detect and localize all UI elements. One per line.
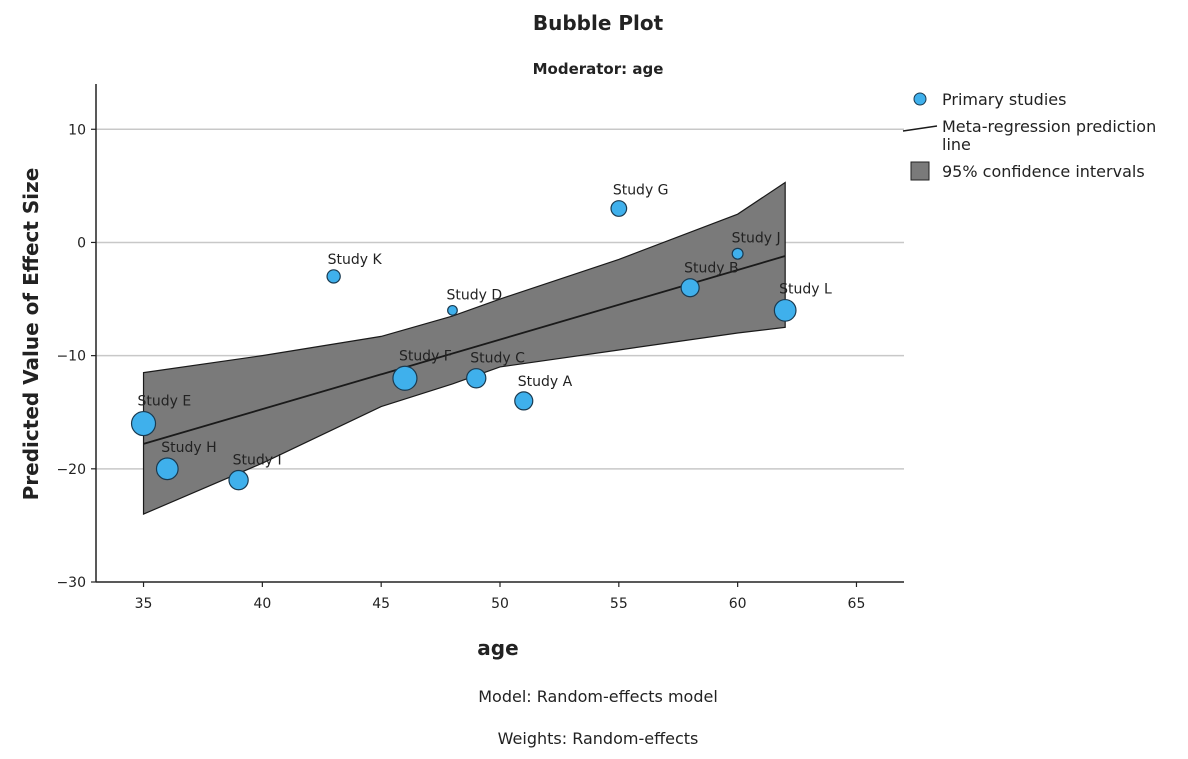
y-tick-label: −20 — [56, 462, 86, 478]
bubble-point — [155, 457, 179, 481]
legend-line-label: Meta-regression prediction line — [942, 117, 1161, 154]
bubble-point — [392, 365, 418, 391]
bubble-point — [466, 368, 487, 389]
footnote-model: Model: Random-effects model — [478, 687, 718, 706]
point-label: Study L — [779, 282, 832, 298]
bubble-point — [326, 269, 341, 284]
bubble-point — [130, 410, 157, 437]
point-label: Study G — [613, 183, 669, 199]
y-tick-label: −30 — [56, 575, 86, 591]
point-label: Study E — [138, 394, 192, 410]
point-label: Study F — [399, 348, 452, 364]
footnote-weights: Weights: Random-effects — [498, 729, 699, 748]
confidence-band — [142, 181, 786, 516]
bubble-point — [680, 278, 700, 298]
point-label: Study K — [328, 252, 383, 268]
x-tick-label: 50 — [491, 596, 509, 612]
axes: 35 40 45 50 55 60 65 −30 −20 −10 0 10 — [56, 84, 904, 612]
x-tick-label: 55 — [610, 596, 628, 612]
regression-line-layer — [143, 255, 786, 445]
legend-points-label: Primary studies — [942, 90, 1066, 109]
legend-bubble-icon — [913, 92, 927, 106]
y-tick-label: −10 — [56, 349, 86, 365]
legend-line-icon — [902, 125, 938, 132]
points-layer: Study E Study H Study I Study K Study F Study… — [130, 183, 832, 491]
bubble-point — [731, 247, 744, 260]
regression-line — [143, 255, 786, 445]
x-tick-label: 60 — [729, 596, 747, 612]
x-tick-label: 35 — [135, 596, 153, 612]
point-label: Study H — [161, 440, 216, 456]
point-label: Study A — [518, 374, 573, 390]
y-tick-label: 10 — [68, 122, 86, 138]
point-label: Study B — [684, 261, 738, 277]
y-tick-label: 0 — [77, 235, 86, 251]
bubble-point — [447, 304, 458, 316]
x-axis-label: age — [477, 636, 518, 660]
y-axis-label: Predicted Value of Effect Size — [19, 168, 43, 501]
confidence-band-layer — [142, 181, 786, 516]
point-label: Study I — [233, 453, 282, 469]
x-tick-label: 65 — [848, 596, 866, 612]
chart-subtitle: Moderator: age — [533, 60, 664, 78]
point-label: Study C — [470, 351, 525, 367]
chart-title: Bubble Plot — [533, 11, 664, 35]
bubble-point — [228, 469, 249, 491]
x-tick-label: 40 — [253, 596, 271, 612]
legend-band-icon — [910, 161, 930, 181]
point-label: Study J — [732, 230, 781, 246]
gridlines — [96, 128, 904, 470]
bubble-point — [514, 391, 534, 411]
bubble-point — [773, 298, 797, 322]
point-label: Study D — [446, 288, 502, 304]
legend: Primary studies Meta-regression predicti… — [902, 90, 1161, 181]
legend-band-label: 95% confidence intervals — [942, 162, 1145, 181]
bubble-point — [610, 200, 628, 217]
x-tick-label: 45 — [372, 596, 390, 612]
